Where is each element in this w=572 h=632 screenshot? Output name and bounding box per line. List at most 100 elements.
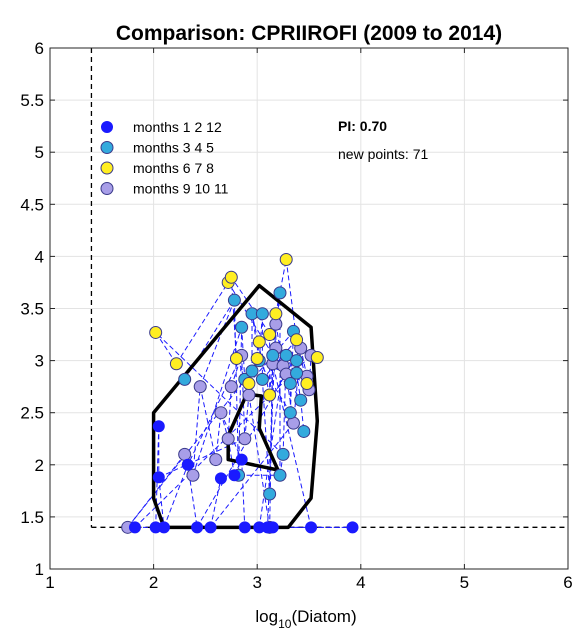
data-point (255, 307, 269, 321)
connecting-line (192, 386, 201, 476)
x-axis-label-variable: (Diatom) (291, 607, 356, 626)
connecting-line (175, 282, 229, 364)
data-point (242, 377, 256, 391)
data-point (242, 388, 256, 402)
data-points (121, 253, 359, 534)
connecting-line (187, 355, 243, 466)
data-point (181, 458, 194, 471)
data-point (224, 270, 238, 284)
x-axis-label-log: log (255, 607, 278, 626)
data-point (186, 468, 200, 482)
connecting-line (199, 299, 235, 387)
data-point (157, 521, 170, 534)
legend-marker (100, 141, 114, 154)
y-tick-label: 5.5 (20, 91, 44, 110)
data-point (169, 357, 183, 371)
connecting-line (244, 394, 250, 439)
legend-label: months 1 2 12 (133, 119, 222, 135)
data-point (227, 293, 241, 307)
data-point (263, 388, 277, 402)
y-tick-label: 4 (35, 247, 44, 266)
y-tick-label: 2.5 (20, 404, 44, 423)
data-point (305, 521, 318, 534)
data-point (235, 453, 248, 466)
legend-label: months 6 7 8 (133, 160, 214, 176)
data-point (290, 366, 304, 380)
data-point (224, 380, 238, 394)
connecting-line (261, 379, 271, 495)
data-point (250, 352, 264, 366)
data-point (283, 377, 297, 391)
connecting-line (262, 339, 297, 380)
pi-statistic: PI: 0.70 (338, 118, 387, 134)
connecting-line (210, 422, 294, 528)
connecting-line (155, 332, 177, 365)
connecting-line (210, 478, 222, 528)
data-point (229, 352, 243, 366)
data-point (346, 521, 359, 534)
new-points-statistic: new points: 71 (338, 146, 428, 162)
outer-hull-outline (151, 283, 320, 530)
x-tick-label: 6 (563, 573, 572, 592)
data-point (252, 335, 266, 349)
data-point (310, 350, 324, 364)
x-axis-label: log10(Diatom) (255, 607, 356, 631)
data-point (266, 521, 279, 534)
connecting-line (256, 358, 291, 413)
y-tick-label: 3.5 (20, 300, 44, 319)
x-tick-label: 1 (45, 573, 54, 592)
connecting-line (155, 332, 284, 455)
data-point (297, 424, 311, 438)
connecting-line (272, 363, 312, 528)
data-point (178, 372, 192, 386)
data-point (269, 307, 283, 321)
legend-marker (100, 182, 114, 195)
data-point (255, 372, 269, 386)
y-tick-label: 4.5 (20, 195, 44, 214)
data-point (152, 471, 165, 484)
data-point (221, 432, 235, 446)
chart-title: Comparison: CPRIIROFI (2009 to 2014) (116, 22, 502, 45)
connecting-line (215, 412, 222, 460)
legend-label: months 3 4 5 (133, 140, 214, 156)
data-point (273, 468, 287, 482)
data-point (279, 348, 293, 362)
y-tick-label: 2 (35, 456, 44, 475)
connecting-line (248, 394, 271, 528)
data-point (245, 364, 259, 378)
data-point (263, 487, 277, 501)
data-point (273, 286, 287, 300)
data-point (263, 328, 277, 342)
data-point (178, 447, 192, 461)
legend-label: months 9 10 11 (133, 181, 229, 197)
data-point (149, 325, 163, 339)
data-point (209, 453, 223, 467)
x-tick-label: 3 (252, 573, 261, 592)
data-point (238, 432, 252, 446)
data-point (204, 521, 217, 534)
legend-marker (100, 161, 114, 175)
y-tick-label: 3 (35, 352, 44, 371)
legend: months 1 2 12 months 3 4 5 months 6 7 8 mon… (100, 119, 229, 197)
y-tick-label: 1 (35, 560, 44, 579)
legend-marker (101, 121, 113, 133)
connecting-line (192, 327, 243, 476)
y-tick-label: 6 (35, 39, 44, 58)
data-point (283, 406, 297, 420)
data-point (290, 333, 304, 347)
x-axis-label-subscript: 10 (278, 617, 292, 631)
data-point (290, 354, 304, 368)
y-tick-label: 5 (35, 143, 44, 162)
data-point (128, 521, 141, 534)
data-point (152, 420, 165, 433)
data-point (266, 348, 280, 362)
axis-ticks: 1 2 3 4 5 6 1 1.5 2 2.5 3 3.5 4 4.5 5 5.5 6 (20, 39, 572, 592)
connecting-line (199, 386, 217, 460)
grid-lines (49, 47, 569, 570)
data-point (294, 393, 308, 407)
x-tick-label: 5 (460, 573, 469, 592)
connecting-line (127, 370, 253, 528)
data-point (276, 447, 290, 461)
data-point (214, 406, 228, 420)
